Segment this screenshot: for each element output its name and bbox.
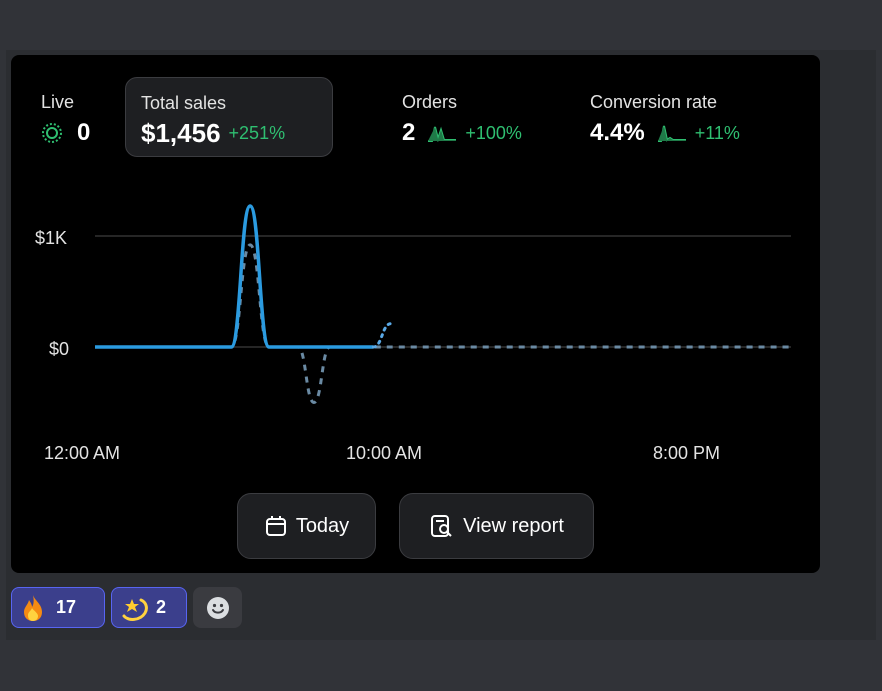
total-sales-change: +251% bbox=[228, 123, 286, 143]
reaction-dizzy-star-count: 2 bbox=[156, 597, 167, 617]
report-search-icon bbox=[431, 515, 452, 537]
emoji-smile-icon bbox=[206, 596, 229, 619]
x-tick-12am: 12:00 AM bbox=[44, 443, 120, 463]
metric-live: Live 0 bbox=[41, 91, 90, 147]
conversion-sparkline-icon bbox=[657, 125, 686, 142]
sales-series-line bbox=[95, 204, 374, 349]
today-button[interactable]: Today bbox=[237, 493, 376, 559]
conversion-label: Conversion rate bbox=[590, 92, 718, 112]
live-label: Live bbox=[41, 92, 75, 112]
comparison-series-line bbox=[95, 243, 791, 405]
view-report-button-label: View report bbox=[463, 514, 564, 537]
x-tick-8pm: 8:00 PM bbox=[653, 443, 720, 463]
total-sales-label: Total sales bbox=[141, 93, 227, 113]
y-tick-0: $0 bbox=[49, 339, 69, 359]
calendar-icon bbox=[265, 516, 286, 536]
orders-value: 2 bbox=[402, 119, 416, 146]
orders-label: Orders bbox=[402, 92, 458, 112]
add-reaction-button[interactable] bbox=[193, 587, 242, 628]
reaction-fire-count: 17 bbox=[56, 597, 77, 617]
today-button-label: Today bbox=[295, 514, 350, 537]
conversion-change: +11% bbox=[694, 122, 740, 143]
x-tick-10am: 10:00 AM bbox=[346, 443, 422, 463]
total-sales-value: $1,456 bbox=[141, 118, 221, 148]
live-value: 0 bbox=[77, 119, 91, 146]
reaction-dizzy-star[interactable]: 2 bbox=[111, 587, 187, 628]
conversion-value: 4.4% bbox=[590, 119, 645, 146]
view-report-button[interactable]: View report bbox=[399, 493, 594, 559]
sales-card: $1K $0 12:00 AM 10:00 AM 8:00 PM Live 0 … bbox=[11, 55, 820, 573]
metric-total-sales[interactable]: Total sales $1,456 +251% bbox=[125, 77, 333, 157]
forecast-series-line bbox=[371, 322, 393, 349]
metric-orders[interactable]: Orders 2 +100% bbox=[402, 91, 522, 147]
orders-change: +100% bbox=[465, 122, 522, 143]
sales-chart: $1K $0 12:00 AM 10:00 AM 8:00 PM bbox=[35, 204, 791, 463]
reaction-fire[interactable]: 17 bbox=[11, 587, 105, 628]
orders-sparkline-icon bbox=[428, 126, 457, 142]
live-pulse-icon bbox=[41, 122, 63, 144]
y-tick-1k: $1K bbox=[35, 228, 67, 248]
dizzy-star-icon bbox=[122, 598, 148, 621]
fire-icon bbox=[24, 594, 42, 621]
metric-conversion-rate[interactable]: Conversion rate 4.4% +11% bbox=[590, 91, 740, 147]
